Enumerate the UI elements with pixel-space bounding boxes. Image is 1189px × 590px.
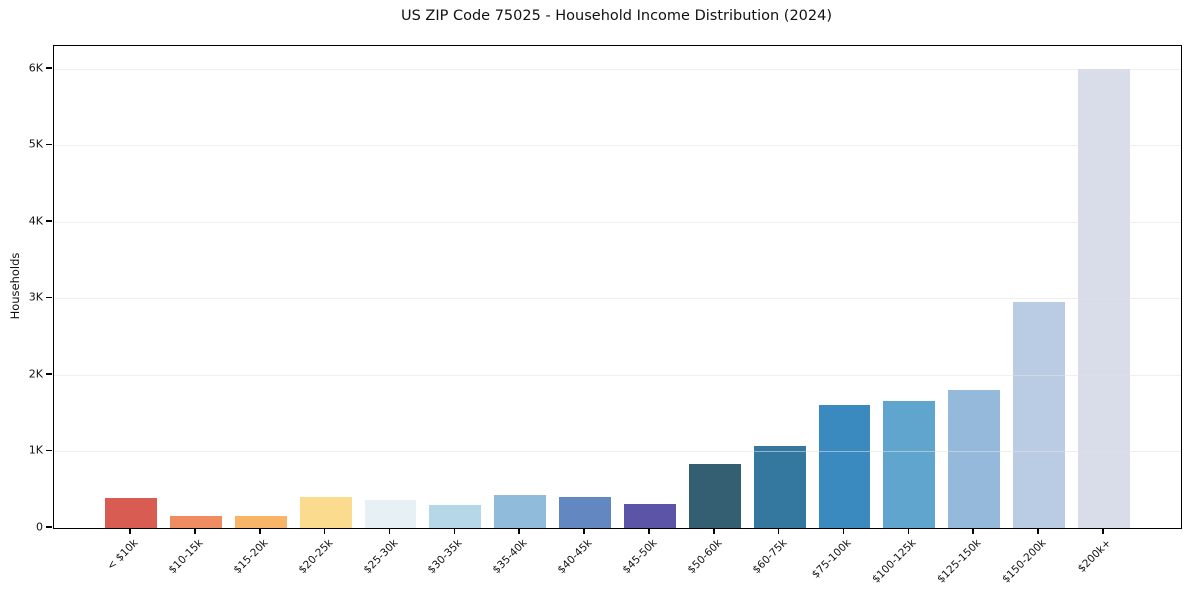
bar-$40-45k <box>559 497 611 528</box>
x-tick-mark <box>907 528 910 534</box>
bar-$25-30k <box>364 500 417 528</box>
bar-$15-20k <box>234 516 287 528</box>
gridline <box>54 451 1181 453</box>
bar-$30-35k <box>429 504 482 528</box>
y-tick-mark <box>46 67 52 69</box>
gridline <box>54 374 1181 376</box>
x-tick-mark <box>194 528 196 534</box>
bar-$100-125k <box>883 400 936 528</box>
bar-< $10k <box>105 498 158 528</box>
bar-$75-100k <box>818 404 871 528</box>
x-tick-mark <box>453 528 456 534</box>
y-tick-label: 0 <box>36 520 43 534</box>
x-tick-mark <box>129 528 131 534</box>
bar-$45-50k <box>623 503 676 528</box>
y-tick-label: 5K <box>28 137 43 151</box>
x-tick-mark <box>583 528 585 534</box>
y-tick-label: 1K <box>28 443 43 457</box>
bar-$150-200k <box>1013 301 1065 528</box>
chart-title: US ZIP Code 75025 - Household Income Dis… <box>400 8 833 24</box>
x-tick-mark <box>1037 528 1039 534</box>
y-tick-label: 3K <box>28 290 43 304</box>
x-tick-mark <box>1102 528 1104 534</box>
y-tick-mark <box>46 143 52 146</box>
gridline <box>54 298 1181 300</box>
x-tick-mark <box>388 528 391 534</box>
gridline <box>54 221 1181 223</box>
x-tick-mark <box>518 528 520 534</box>
bar-$20-25k <box>299 496 352 528</box>
bar-$35-40k <box>494 494 547 528</box>
y-tick-mark <box>46 220 52 222</box>
y-axis-label: Households <box>8 252 22 320</box>
x-tick-mark <box>259 528 261 534</box>
x-tick-mark <box>972 528 974 534</box>
x-tick-mark <box>842 528 845 534</box>
y-tick-mark <box>46 296 52 299</box>
x-tick-mark <box>323 528 326 534</box>
bar-$60-75k <box>753 445 806 528</box>
y-tick-mark <box>46 449 52 452</box>
x-tick-mark <box>713 528 715 534</box>
gridline <box>54 145 1181 147</box>
x-tick-mark <box>777 528 780 534</box>
x-tick-label: < $10k <box>105 537 141 573</box>
bar-$125-150k <box>948 389 1001 528</box>
gridline <box>54 68 1181 70</box>
plot-area <box>53 45 1182 529</box>
y-tick-label: 4K <box>28 214 43 228</box>
y-tick-label: 6K <box>28 61 43 75</box>
y-tick-mark <box>46 526 52 528</box>
x-tick-mark <box>648 528 650 534</box>
y-tick-label: 2K <box>28 367 43 381</box>
bar-$10-15k <box>170 515 222 528</box>
bar-$50-60k <box>688 463 741 528</box>
y-tick-mark <box>46 373 52 375</box>
